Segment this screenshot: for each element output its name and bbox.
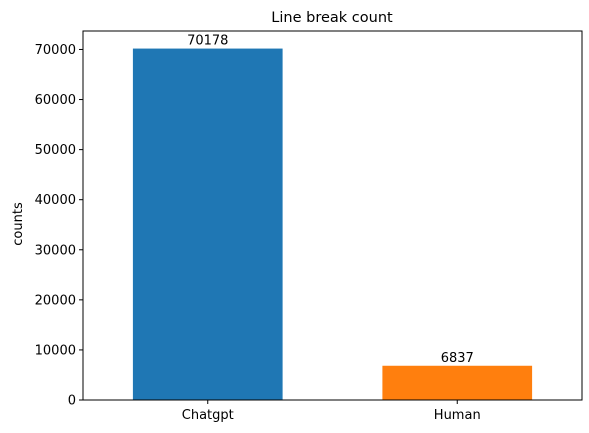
y-tick-label: 0 bbox=[68, 394, 76, 409]
y-axis-label: counts bbox=[11, 202, 26, 246]
y-tick-label: 40000 bbox=[35, 193, 76, 208]
y-tick-label: 50000 bbox=[35, 143, 76, 158]
bar-value-label: 6837 bbox=[441, 351, 474, 366]
x-tick-label: Chatgpt bbox=[182, 408, 234, 423]
y-tick-label: 30000 bbox=[35, 243, 76, 258]
y-tick-label: 70000 bbox=[35, 43, 76, 58]
y-tick-label: 20000 bbox=[35, 293, 76, 308]
y-tick-label: 60000 bbox=[35, 93, 76, 108]
chart-title: Line break count bbox=[271, 10, 393, 26]
bar-value-label: 70178 bbox=[187, 34, 228, 49]
bar-chatgpt bbox=[132, 48, 283, 401]
bar-human bbox=[382, 365, 533, 400]
y-tick-label: 10000 bbox=[35, 343, 76, 358]
plot-area: 70178 Chatgpt 6837 Human 0 10000 20000 30000 400… bbox=[35, 30, 583, 423]
x-tick-label: Human bbox=[434, 408, 481, 423]
axes-frame bbox=[82, 30, 583, 401]
